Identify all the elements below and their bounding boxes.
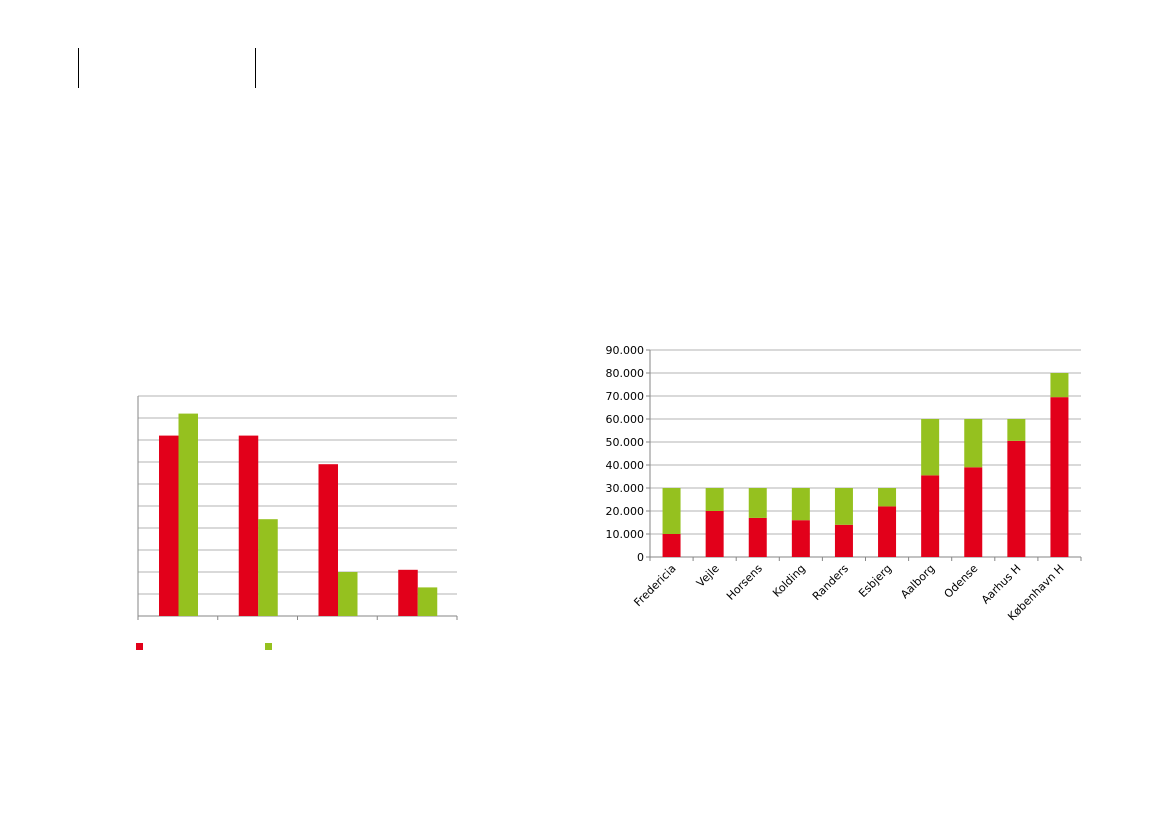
bar-segment (964, 467, 983, 557)
bar-segment (662, 534, 681, 557)
bar-segment (705, 488, 724, 511)
bar (238, 435, 259, 616)
y-tick-label: 40.000 (606, 459, 645, 472)
bar-segment (1007, 440, 1026, 557)
bar (417, 587, 438, 616)
y-tick-label: 30.000 (606, 482, 645, 495)
x-tick-label: Aalborg (898, 562, 937, 601)
bar-segment (791, 488, 810, 521)
bar (178, 413, 198, 616)
x-tick-label: Odense (942, 562, 981, 601)
y-tick-label: 10.000 (606, 528, 645, 541)
x-tick-label: Kolding (770, 562, 808, 600)
y-tick-label: 70.000 (606, 390, 645, 403)
bar-segment (878, 488, 897, 507)
bar-segment (662, 488, 681, 534)
legend-swatch (265, 643, 272, 650)
bar-segment (791, 520, 810, 557)
x-tick-label: Esbjerg (856, 562, 894, 600)
bar-segment (1007, 419, 1026, 441)
legend-swatch (136, 643, 143, 650)
header-divider-left (78, 48, 79, 88)
y-tick-label: 20.000 (606, 505, 645, 518)
bar (258, 519, 278, 616)
bar-segment (878, 506, 897, 557)
bar-segment (705, 511, 724, 557)
y-tick-label: 0 (637, 551, 644, 564)
y-tick-label: 80.000 (606, 367, 645, 380)
bar (398, 569, 418, 616)
y-tick-label: 60.000 (606, 413, 645, 426)
bar-segment (921, 475, 940, 557)
bar-segment (748, 488, 767, 518)
x-tick-label: Aarhus H (979, 562, 1024, 607)
bar (159, 435, 179, 616)
bar-segment (964, 419, 983, 468)
y-tick-label: 90.000 (606, 344, 645, 357)
bar (318, 464, 338, 616)
bar-segment (921, 419, 940, 476)
x-tick-label: Fredericia (631, 562, 678, 609)
y-tick-label: 50.000 (606, 436, 645, 449)
x-tick-label: Randers (810, 562, 851, 603)
bar-segment (1050, 373, 1069, 398)
bar-segment (834, 488, 853, 525)
bar-segment (748, 517, 767, 557)
header-divider-right (255, 48, 256, 88)
x-tick-label: Horsens (724, 562, 765, 603)
bar-segment (1050, 397, 1069, 557)
bar (338, 572, 358, 616)
bar-segment (834, 524, 853, 557)
x-tick-label: Vejle (694, 562, 722, 590)
